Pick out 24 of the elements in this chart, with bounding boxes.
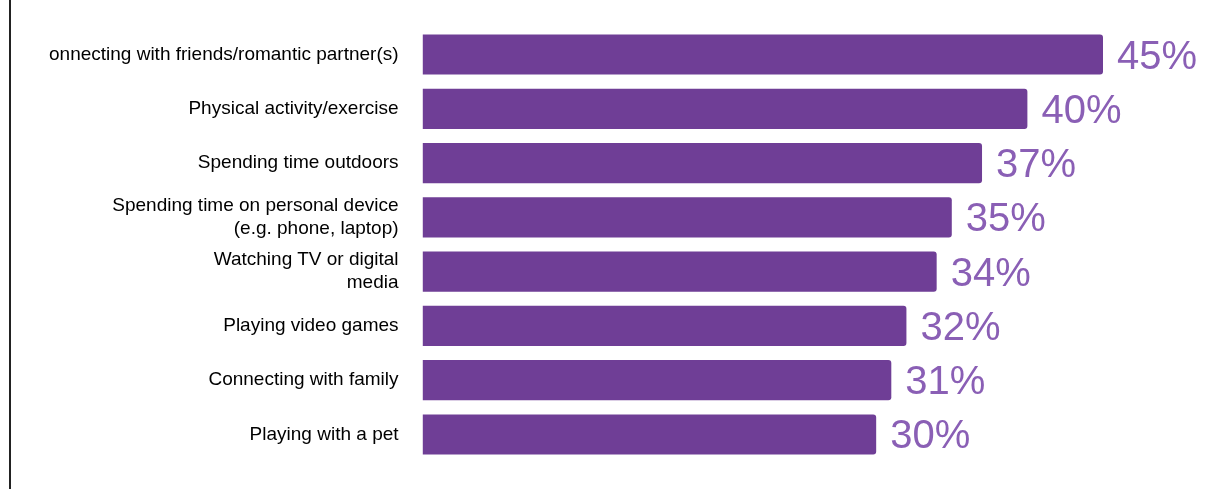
data-label: 40%: [1041, 86, 1122, 131]
y-tick-label: onnecting with friends/romantic partner(s): [49, 42, 399, 64]
y-tick-label: Playing video games: [223, 314, 399, 336]
bar: [422, 251, 937, 292]
data-label: 32%: [920, 303, 1001, 348]
y-tick-label: Watching TV or digital media: [213, 248, 399, 293]
bar: [422, 414, 877, 455]
data-label: 30%: [890, 412, 971, 457]
bar: [422, 197, 952, 238]
bar: [422, 360, 892, 401]
data-label: 45%: [1117, 32, 1198, 77]
y-tick-label: Physical activity/exercise: [188, 97, 399, 119]
bar: [422, 88, 1028, 129]
bar: [422, 34, 1103, 75]
y-tick-label: Spending time outdoors: [197, 151, 399, 173]
data-label: 31%: [905, 358, 986, 403]
y-tick-label: Connecting with family: [208, 368, 400, 390]
data-label: 35%: [965, 195, 1046, 240]
y-tick-label: Spending time on personal device (e.g. phone, laptop): [112, 194, 399, 238]
y-tick-label: Playing with a pet: [249, 422, 400, 444]
bar: [422, 143, 983, 184]
data-label: 37%: [996, 141, 1077, 186]
data-label: 34%: [950, 249, 1031, 294]
bar: [422, 305, 907, 346]
